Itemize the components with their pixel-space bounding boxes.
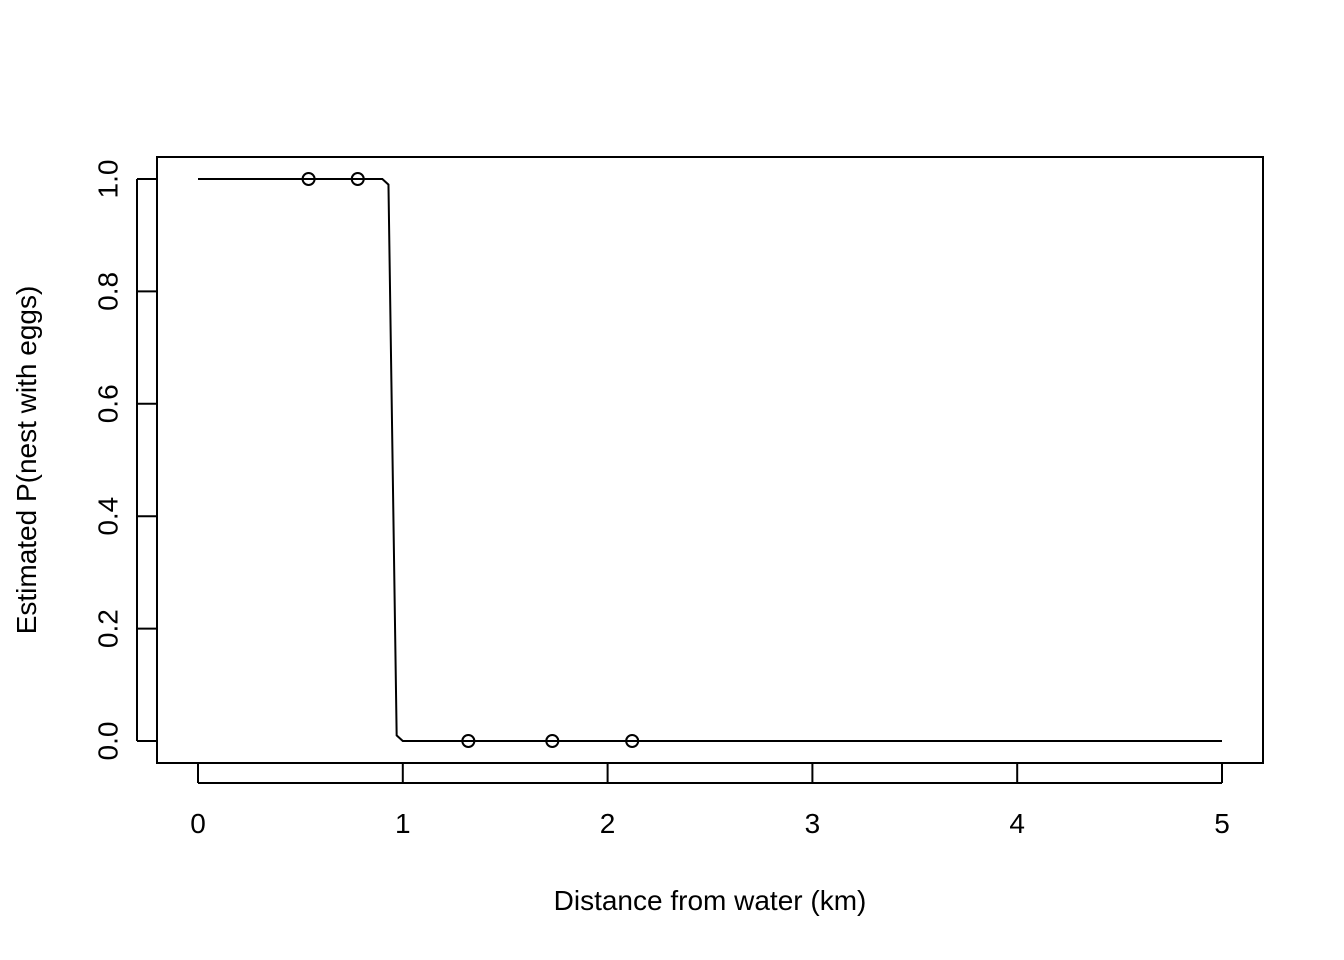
x-tick-label-0: 0 [190,808,206,839]
observed-point-3 [545,734,560,748]
y-tick-label-3: 0.6 [92,384,123,423]
observed-point-0 [301,172,316,186]
x-axis: 0 1 2 3 4 5 [190,763,1230,839]
y-tick-label-0: 0.0 [92,722,123,761]
y-tick-label-4: 0.8 [92,272,123,311]
x-tick-label-1: 1 [395,808,411,839]
x-tick-label-2: 2 [600,808,616,839]
observed-point-2 [461,734,476,748]
y-axis-title: Estimated P(nest with eggs) [11,286,42,635]
plot-area-frame [156,156,1264,764]
observed-point-1 [350,172,365,186]
x-axis-title: Distance from water (km) [554,885,867,916]
fitted-probability-curve [198,178,1222,742]
y-tick-label-2: 0.4 [92,497,123,536]
y-tick-label-1: 0.2 [92,609,123,648]
observed-point-4 [625,734,640,748]
y-tick-label-5: 1.0 [92,160,123,199]
x-tick-label-5: 5 [1214,808,1230,839]
series-layer [198,172,1222,748]
x-tick-label-4: 4 [1009,808,1025,839]
y-axis: 0.0 0.2 0.4 0.6 0.8 1.0 [92,160,157,761]
x-tick-label-3: 3 [805,808,821,839]
